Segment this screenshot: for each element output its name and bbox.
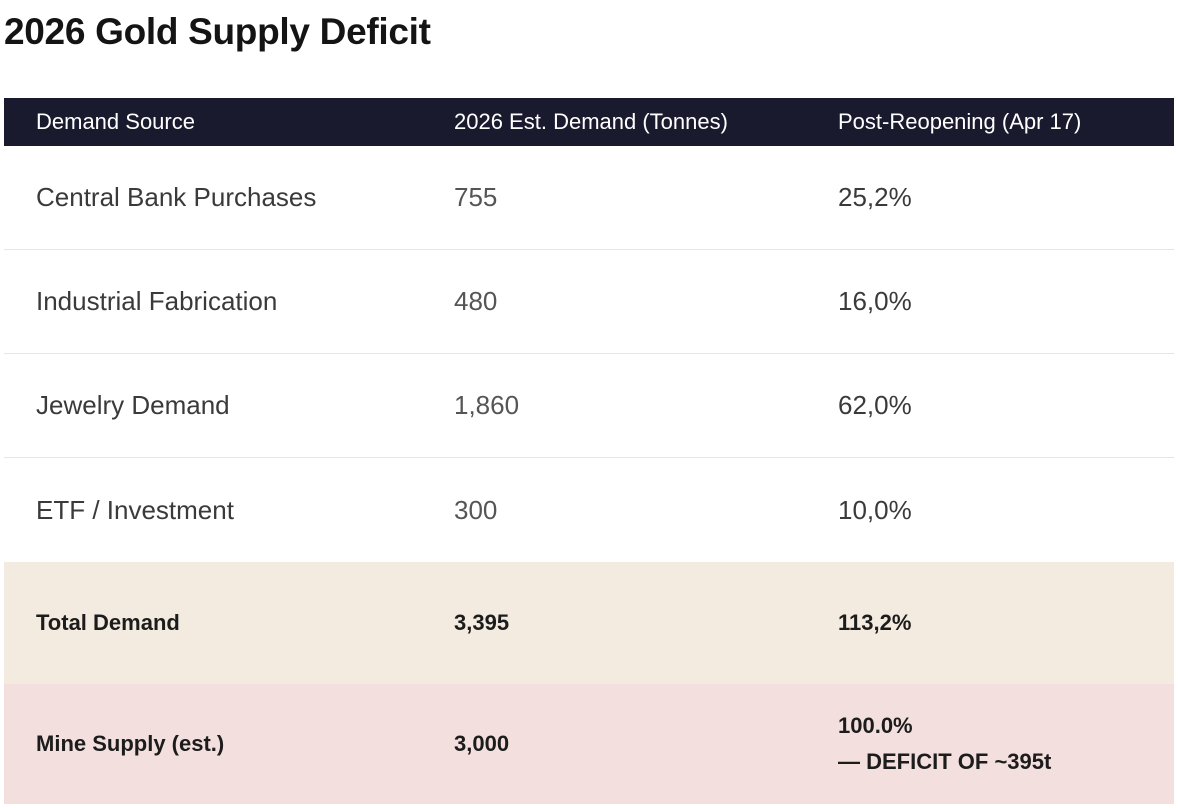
supply-share-cell: 100.0% — DEFICIT OF ~395t [806,713,1174,775]
row-source: Industrial Fabrication [36,286,278,316]
header-est-demand: 2026 Est. Demand (Tonnes) [454,109,728,134]
table-row: Industrial Fabrication 480 16,0% [4,250,1174,354]
page-title: 2026 Gold Supply Deficit [4,11,431,52]
row-source: Central Bank Purchases [36,182,317,212]
total-source: Total Demand [36,610,180,635]
header-demand-source: Demand Source [36,109,195,134]
row-share: 62,0% [838,390,912,420]
supply-share: 100.0% [838,713,913,738]
row-demand: 480 [454,286,498,316]
supply-deficit-table: Demand Source 2026 Est. Demand (Tonnes) … [4,98,1174,804]
row-demand: 300 [454,494,498,525]
total-demand: 3,395 [454,610,510,635]
row-source: ETF / Investment [36,494,234,525]
row-demand: 755 [454,182,498,212]
table-header-row: Demand Source 2026 Est. Demand (Tonnes) … [4,98,1174,146]
table-row: Jewelry Demand 1,860 62,0% [4,354,1174,458]
supply-amount: 3,000 [454,731,510,756]
row-share: 16,0% [838,286,912,316]
total-share: 113,2% [838,610,912,635]
table-row: ETF / Investment 300 10,0% [4,458,1174,562]
row-share: 10,0% [838,494,912,525]
deficit-note: — DEFICIT OF ~395t [838,749,1052,774]
total-demand-row: Total Demand 3,395 113,2% [4,562,1174,684]
row-demand: 1,860 [454,390,520,420]
table-row: Central Bank Purchases 755 25,2% [4,146,1174,250]
mine-supply-row: Mine Supply (est.) 3,000 100.0% — DEFICI… [4,684,1174,804]
row-source: Jewelry Demand [36,390,230,420]
header-post-reopening: Post-Reopening (Apr 17) [838,109,1082,134]
supply-source: Mine Supply (est.) [36,731,225,756]
row-share: 25,2% [838,182,912,212]
